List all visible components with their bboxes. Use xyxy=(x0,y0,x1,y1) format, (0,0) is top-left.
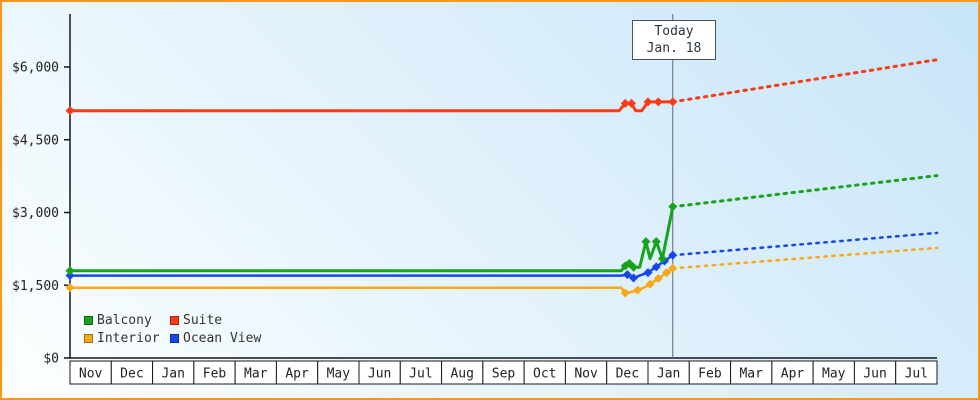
ocean-view-color-swatch xyxy=(170,334,179,343)
series-history-suite xyxy=(68,100,675,113)
series-marker xyxy=(653,97,663,107)
legend-item-interior: Interior xyxy=(84,331,170,346)
series-marker xyxy=(626,98,636,108)
series-marker xyxy=(622,270,632,280)
month-label: Sep xyxy=(492,367,516,382)
series-marker xyxy=(651,237,661,247)
today-date: Jan. 18 xyxy=(646,41,702,56)
series-marker xyxy=(653,273,663,283)
series-marker xyxy=(65,271,75,281)
series-marker xyxy=(620,98,630,108)
month-cell xyxy=(895,360,938,385)
y-tick-label: $6,000 xyxy=(12,61,59,76)
legend-item-suite: Suite xyxy=(170,313,261,328)
legend-label-balcony: Balcony xyxy=(97,313,152,328)
series-history-balcony xyxy=(68,205,675,273)
y-tick-label: $0 xyxy=(43,352,59,367)
series-forecast-balcony xyxy=(671,174,939,209)
series-marker xyxy=(657,254,667,264)
y-tick-label: $4,500 xyxy=(12,133,59,148)
series-marker xyxy=(645,279,655,289)
series-marker xyxy=(629,273,639,283)
series-marker xyxy=(662,268,672,278)
series-marker xyxy=(668,263,678,273)
series-history-ocean-view xyxy=(68,253,675,280)
month-label: Oct xyxy=(533,367,556,382)
month-label: Feb xyxy=(698,367,722,382)
month-label: Feb xyxy=(203,367,227,382)
month-label: Nov xyxy=(574,367,598,382)
today-marker-label: Today Jan. 18 xyxy=(632,20,716,60)
interior-color-swatch xyxy=(84,334,93,343)
month-label: Aug xyxy=(450,367,473,382)
series-marker xyxy=(633,285,643,295)
month-label: Jan xyxy=(657,367,680,382)
series-marker xyxy=(643,97,653,107)
series-marker xyxy=(620,288,630,298)
series-marker xyxy=(668,97,678,107)
month-label: May xyxy=(822,367,846,382)
month-label: Jul xyxy=(905,367,928,382)
month-label: Dec xyxy=(120,367,143,382)
legend-label-interior: Interior xyxy=(97,331,160,346)
month-label: Dec xyxy=(616,367,639,382)
month-label: Apr xyxy=(781,367,805,382)
series-marker xyxy=(641,237,651,247)
series-marker xyxy=(629,262,639,272)
series-marker xyxy=(643,268,653,278)
series-forecast-suite xyxy=(671,58,939,104)
balcony-color-swatch xyxy=(84,316,93,325)
month-label: Jun xyxy=(863,367,886,382)
series-marker xyxy=(65,106,75,116)
month-label: May xyxy=(327,367,351,382)
suite-color-swatch xyxy=(170,316,179,325)
month-label: Mar xyxy=(739,367,763,382)
series-marker xyxy=(65,283,75,293)
legend-label-suite: Suite xyxy=(183,313,223,328)
legend-label-ocean-view: Ocean View xyxy=(183,331,262,346)
month-label: Jul xyxy=(409,367,432,382)
month-label: Jun xyxy=(368,367,391,382)
today-label: Today xyxy=(654,24,694,39)
legend: Balcony Suite Interior Ocean View xyxy=(84,313,261,346)
y-tick-label: $1,500 xyxy=(12,279,59,294)
series-marker xyxy=(651,262,661,272)
y-tick-label: $3,000 xyxy=(12,206,59,221)
series-marker xyxy=(65,266,75,276)
series-marker xyxy=(668,202,678,212)
month-label: Nov xyxy=(79,367,103,382)
series-marker xyxy=(668,250,678,260)
month-label: Jan xyxy=(161,367,184,382)
legend-item-ocean-view: Ocean View xyxy=(170,331,261,346)
month-label: Apr xyxy=(285,367,309,382)
legend-item-balcony: Balcony xyxy=(84,313,170,328)
month-label: Mar xyxy=(244,367,268,382)
